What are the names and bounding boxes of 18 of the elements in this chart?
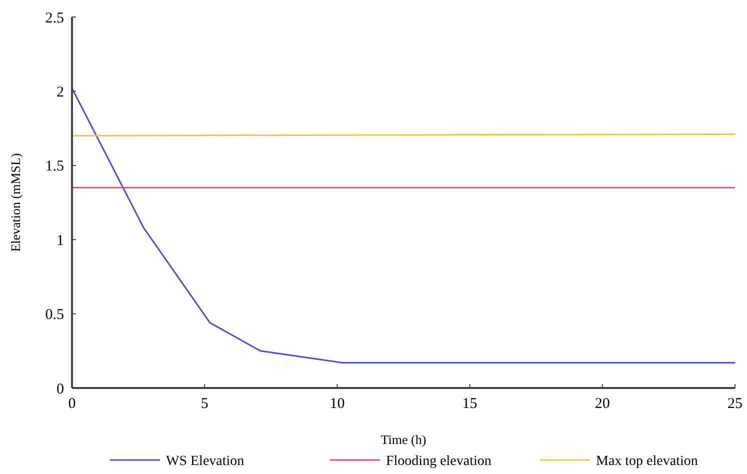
x-tick-label: 10 <box>330 396 345 412</box>
y-tick-label: 1.5 <box>45 158 64 175</box>
y-tick-label: 2.5 <box>45 10 64 26</box>
x-tick-label: 25 <box>728 396 742 412</box>
x-tick-label: 5 <box>200 396 208 412</box>
y-tick-label: 0.5 <box>45 307 64 324</box>
y-axis-title: Elevation (mMSL) <box>8 153 23 252</box>
x-tick-label: 15 <box>462 396 478 412</box>
legend-label: WS Elevation <box>166 454 244 469</box>
legend-label: Max top elevation <box>596 454 698 469</box>
legend-label: Flooding elevation <box>386 454 492 469</box>
y-tick-label: 1 <box>56 232 64 249</box>
y-tick-label: 2 <box>56 84 64 100</box>
line-series <box>71 87 736 364</box>
x-axis-title: Time (h) <box>380 432 426 447</box>
x-tick-label: 0 <box>68 396 76 412</box>
x-tick-label: 20 <box>594 396 610 412</box>
y-tick-label: 0 <box>56 381 64 398</box>
